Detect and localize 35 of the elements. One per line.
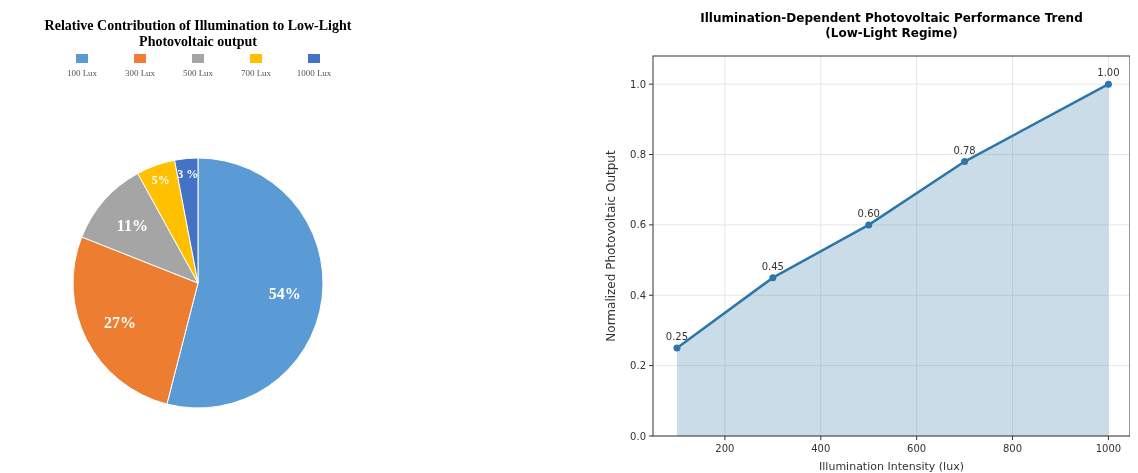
legend-label: 500 Lux: [182, 68, 214, 78]
chart-title: Relative Contribution of Illumination to Low-Light Photovoltaic output: [44, 18, 352, 49]
data-label: 0.60: [857, 207, 880, 219]
data-label: 11%: [116, 216, 148, 234]
data-label: 54%: [268, 285, 301, 303]
data-label: 1.00: [1097, 67, 1120, 79]
point: [769, 274, 777, 282]
legend-label: 1000 Lux: [296, 68, 332, 78]
point: [1104, 80, 1112, 88]
x-axis-title: Illumination Intensity (lux): [819, 460, 964, 473]
point: [961, 158, 969, 166]
x-tick-label: 1000: [1095, 443, 1122, 454]
data-label: 27%: [104, 314, 137, 332]
y-axis-title: Normalized Photovoltaic Output: [604, 150, 618, 342]
y-tick-label: 0.0: [630, 430, 646, 442]
legend-label: 300 Lux: [124, 68, 156, 78]
point: [673, 344, 681, 352]
point: [865, 221, 873, 229]
x-tick-label: 200: [715, 443, 735, 454]
y-tick-label: 1.0: [630, 78, 646, 90]
data-label: 0.25: [665, 331, 689, 343]
x-tick-label: 400: [811, 443, 831, 454]
data-label: 0.45: [761, 260, 784, 272]
y-tick-label: 0.4: [630, 289, 646, 301]
x-tick-label: 600: [907, 443, 927, 454]
y-tick-label: 0.6: [630, 219, 646, 231]
legend-label: 700 Lux: [240, 68, 272, 78]
y-tick-label: 0.8: [630, 149, 646, 161]
y-tick-label: 0.2: [630, 360, 646, 372]
x-tick-label: 800: [1003, 443, 1023, 454]
data-label: 5%: [151, 172, 170, 187]
chart-title: Illumination-Dependent Photovoltaic Performance Trend (Low-Light Regime): [700, 11, 1083, 40]
data-label: 0.78: [953, 144, 976, 156]
legend-label: 100 Lux: [66, 68, 98, 78]
data-label: 3 %: [177, 166, 199, 181]
